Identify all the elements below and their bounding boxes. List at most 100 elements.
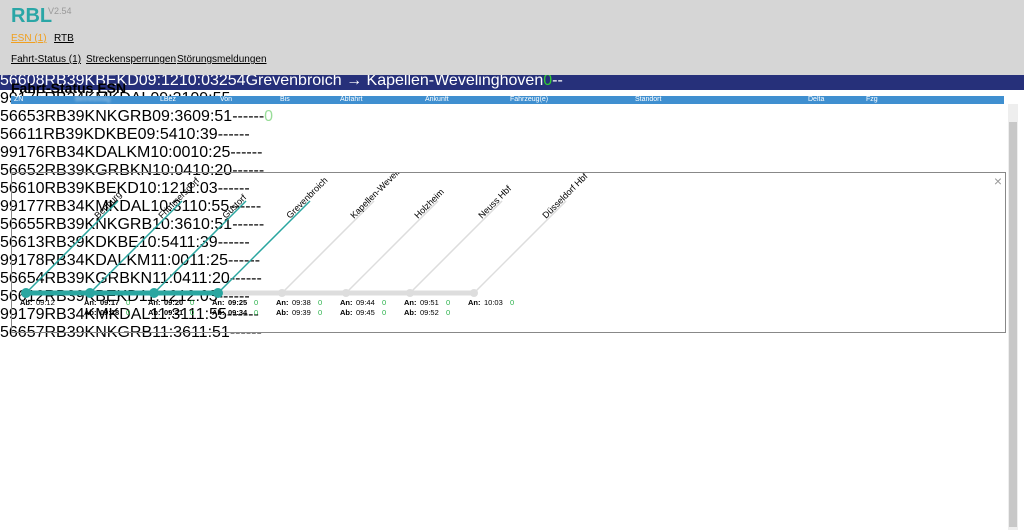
cell-delta: -- bbox=[237, 306, 249, 323]
delay: 0 bbox=[126, 308, 130, 317]
time: 09:20 bbox=[164, 298, 183, 307]
column-header: Fzg bbox=[866, 96, 878, 103]
cell-abfahrt: 10:54 bbox=[138, 234, 179, 251]
time: 09:25 bbox=[228, 298, 247, 307]
nav-link[interactable]: Fahrt-Status (1) bbox=[11, 54, 82, 65]
cell-fzg: -- bbox=[249, 252, 261, 269]
cell-fzg: -- bbox=[250, 198, 262, 215]
cell-lbez: RB39 bbox=[44, 270, 85, 287]
table-row[interactable]: 99176RB34KDALKM10:0010:25------ bbox=[0, 144, 1024, 162]
column-header: Abfahrt bbox=[340, 96, 363, 103]
cell-fzg: -- bbox=[248, 306, 259, 323]
table-row[interactable]: 99179RB34KMKDAL11:3111:55------ bbox=[0, 306, 1024, 324]
cell-ankunft: 11:25 bbox=[189, 252, 229, 269]
cell-ankunft: 11:03 bbox=[178, 180, 218, 197]
time: 09:39 bbox=[292, 308, 311, 317]
station-dot bbox=[85, 288, 95, 298]
cell-von: KDAL bbox=[84, 252, 127, 269]
delay: 0 bbox=[190, 298, 194, 307]
detail-panel: × Bedburg Ab: 09:12 Frimmersdorf An: 09:17 0 Ab… bbox=[11, 172, 1006, 333]
cell-abfahrt: 09:54 bbox=[137, 126, 178, 143]
time-label: Ab: bbox=[340, 308, 353, 317]
cell-von: KBE bbox=[84, 180, 117, 197]
cell-abfahrt: 11:31 bbox=[150, 306, 188, 323]
cell-fzg: -- bbox=[251, 144, 263, 161]
cell-bis: KGRB bbox=[106, 216, 153, 233]
station-name: Grevenbroich bbox=[284, 175, 329, 220]
delay: 0 bbox=[190, 308, 194, 317]
table-row[interactable]: 56655RB39KNKGRB10:3610:51------ bbox=[0, 216, 1024, 234]
cell-abfahrt: 11:04 bbox=[152, 270, 191, 287]
cell-bis: KM bbox=[126, 144, 151, 161]
time-label: An: bbox=[84, 298, 97, 307]
table-row[interactable]: 56653RB39KNKGRB09:3609:51------0 bbox=[0, 108, 1024, 126]
tab-link[interactable]: RTB bbox=[54, 33, 74, 44]
station-dot bbox=[278, 289, 286, 297]
delay: 0 bbox=[254, 308, 258, 317]
cell-standort: -- bbox=[217, 126, 229, 143]
cell-fzg: -- bbox=[239, 234, 250, 251]
cell-ankunft: 10:03 bbox=[178, 72, 219, 89]
cell-fzg: -- bbox=[239, 180, 250, 197]
cell-delta: -- bbox=[242, 108, 254, 125]
time-label: An: bbox=[468, 298, 481, 307]
station-name: Frimmersdorf bbox=[156, 175, 201, 220]
delay: 0 bbox=[510, 298, 514, 307]
station-dot bbox=[21, 288, 31, 298]
cell-delta: -- bbox=[239, 198, 251, 215]
cell-lbez: RB39 bbox=[44, 162, 85, 179]
station-dot bbox=[342, 289, 350, 297]
time: 09:17 bbox=[100, 298, 119, 307]
station-name: Bedburg bbox=[92, 189, 123, 220]
cell-lbez: RB39 bbox=[44, 180, 85, 197]
cell-lbez: RB39 bbox=[44, 234, 85, 251]
cell-ankunft: 10:25 bbox=[190, 144, 231, 161]
cell-ankunft: 11:55 bbox=[188, 306, 227, 323]
cell-zn: 99176 bbox=[0, 144, 45, 161]
cell-delta: -- bbox=[228, 288, 239, 305]
table-row[interactable]: 99177RB34KMKDAL10:3110:55------ bbox=[0, 198, 1024, 216]
cell-delta: -- bbox=[240, 270, 252, 287]
time: 09:45 bbox=[356, 308, 375, 317]
time: 10:03 bbox=[484, 298, 503, 307]
cell-zn: 56611 bbox=[0, 126, 44, 143]
close-button[interactable]: × bbox=[993, 173, 1002, 189]
cell-lbez: RB39 bbox=[44, 216, 85, 233]
table-row[interactable]: 99178RB34KDALKM11:0011:25------ bbox=[0, 252, 1024, 270]
delay: 0 bbox=[446, 298, 450, 307]
page-title: Fahrt-Status ESN bbox=[11, 80, 127, 96]
nav-link[interactable]: Störungsmeldungen bbox=[177, 54, 267, 65]
cell-zn: 56608 bbox=[0, 72, 45, 89]
cell-abfahrt: 09:12 bbox=[138, 72, 179, 89]
delay: 0 bbox=[382, 298, 386, 307]
time: 09:34 bbox=[228, 308, 248, 317]
cell-bis: KD bbox=[116, 180, 139, 197]
cell-fzg: -- bbox=[239, 126, 250, 143]
cell-standort: -- bbox=[232, 108, 243, 125]
table-row[interactable]: 56610RB39KBEKD10:1211:03------ bbox=[0, 180, 1024, 198]
cell-delta: 0 bbox=[543, 72, 553, 89]
table-row[interactable]: 56613RB39KDKBE10:5411:39------ bbox=[0, 234, 1024, 252]
cell-standort: -- bbox=[230, 144, 242, 161]
time-label: Ab: bbox=[212, 308, 225, 317]
delay: 0 bbox=[382, 308, 386, 317]
time: 09:38 bbox=[292, 298, 311, 307]
cell-standort: -- bbox=[217, 180, 229, 197]
table-row[interactable]: 56611RB39KDKBE09:5410:39------ bbox=[0, 126, 1024, 144]
column-header: Von bbox=[220, 96, 233, 103]
cell-von: KGRB bbox=[84, 162, 130, 179]
cell-standort: -- bbox=[229, 270, 241, 287]
nav-link[interactable]: Streckensperrungen bbox=[86, 54, 177, 65]
table-row[interactable]: 56654RB39KGRBKN11:0411:20------ bbox=[0, 270, 1024, 288]
time-label: An: bbox=[212, 298, 225, 307]
table-row[interactable]: 56608RB39KBEKD09:1210:03254Grevenbroich … bbox=[0, 72, 1024, 90]
delay: 0 bbox=[318, 308, 322, 317]
station-dot bbox=[470, 289, 478, 297]
tab-link[interactable]: ESN (1) bbox=[11, 33, 47, 44]
station-dot bbox=[406, 289, 414, 297]
time-label: Ab: bbox=[20, 298, 33, 307]
cell-delta: -- bbox=[228, 234, 239, 251]
time-label: An: bbox=[276, 298, 289, 307]
table-header: ZN Betriebstag LBez Von Bis Abfahrt Ankunft Fah… bbox=[11, 96, 1004, 104]
